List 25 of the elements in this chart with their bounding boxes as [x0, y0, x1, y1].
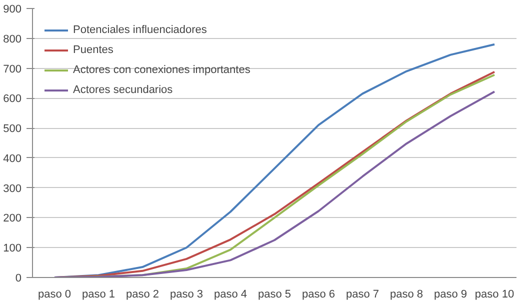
y-tick-label: 300 [3, 182, 22, 195]
y-tick-label: 500 [3, 123, 22, 136]
y-tick-label: 600 [3, 93, 22, 106]
x-tick-label: paso 0 [38, 288, 72, 300]
x-tick-label: paso 4 [214, 288, 248, 300]
x-tick-label: paso 7 [346, 288, 380, 300]
legend-label: Potenciales influenciadores [73, 24, 207, 36]
y-tick-label: 700 [3, 63, 22, 76]
y-tick-label: 0 [15, 272, 22, 284]
x-tick-label: paso 1 [82, 288, 116, 300]
y-tick-label: 100 [3, 242, 22, 255]
y-tick-label: 200 [3, 212, 22, 225]
x-tick-label: paso 2 [126, 288, 160, 300]
x-tick-label: paso 8 [390, 288, 424, 300]
x-tick-label: paso 5 [258, 288, 292, 300]
x-tick-label: paso 6 [302, 288, 336, 300]
y-tick-label: 400 [3, 152, 22, 165]
y-tick-label: 800 [3, 33, 22, 46]
legend-label: Actores con conexiones importantes [73, 64, 250, 76]
x-tick-label: paso 9 [434, 288, 468, 300]
x-tick-label: paso 10 [474, 288, 514, 300]
legend-label: Actores secundarios [73, 84, 173, 96]
x-tick-label: paso 3 [170, 288, 204, 300]
legend-label: Puentes [73, 44, 114, 56]
y-tick-label: 900 [3, 4, 22, 16]
